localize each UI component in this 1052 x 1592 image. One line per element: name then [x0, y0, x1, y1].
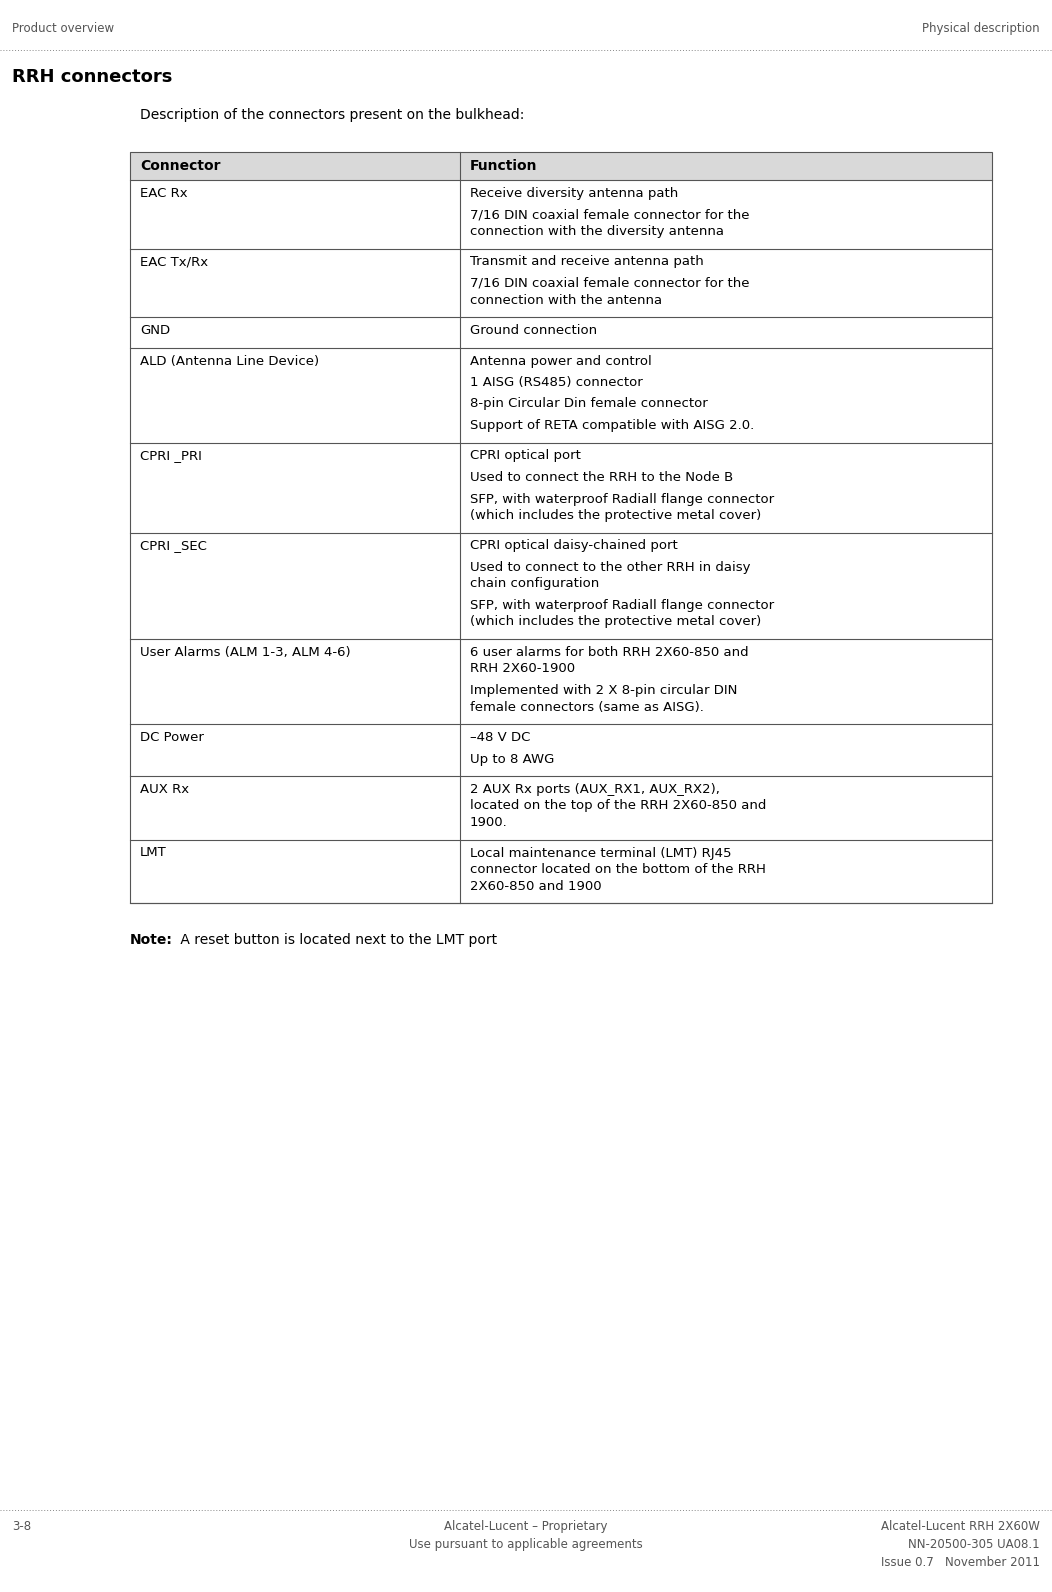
- Text: Antenna power and control: Antenna power and control: [470, 355, 652, 368]
- Text: User Alarms (ALM 1-3, ALM 4-6): User Alarms (ALM 1-3, ALM 4-6): [140, 646, 350, 659]
- Text: Connector: Connector: [140, 159, 221, 174]
- Text: LMT: LMT: [140, 847, 167, 860]
- Text: –48 V DC: –48 V DC: [470, 731, 530, 743]
- Text: 3-8: 3-8: [12, 1520, 32, 1533]
- Text: 8-pin Circular Din female connector: 8-pin Circular Din female connector: [470, 398, 708, 411]
- Text: Used to connect the RRH to the Node B: Used to connect the RRH to the Node B: [470, 471, 733, 484]
- Text: GND: GND: [140, 325, 170, 338]
- Text: Function: Function: [470, 159, 538, 174]
- Text: Physical description: Physical description: [923, 22, 1040, 35]
- Text: RRH connectors: RRH connectors: [12, 68, 173, 86]
- Text: CPRI optical port: CPRI optical port: [470, 449, 581, 463]
- Text: Up to 8 AWG: Up to 8 AWG: [470, 753, 554, 766]
- Text: SFP, with waterproof Radiall flange connector
(which includes the protective met: SFP, with waterproof Radiall flange conn…: [470, 599, 774, 629]
- Text: SFP, with waterproof Radiall flange connector
(which includes the protective met: SFP, with waterproof Radiall flange conn…: [470, 492, 774, 522]
- Text: 7/16 DIN coaxial female connector for the
connection with the diversity antenna: 7/16 DIN coaxial female connector for th…: [470, 209, 749, 237]
- Text: 1 AISG (RS485) connector: 1 AISG (RS485) connector: [470, 376, 643, 388]
- Text: Receive diversity antenna path: Receive diversity antenna path: [470, 186, 679, 201]
- Text: A reset button is located next to the LMT port: A reset button is located next to the LM…: [176, 933, 498, 947]
- Text: Transmit and receive antenna path: Transmit and receive antenna path: [470, 255, 704, 269]
- Text: AUX Rx: AUX Rx: [140, 783, 189, 796]
- Text: CPRI _PRI: CPRI _PRI: [140, 449, 202, 463]
- Text: Implemented with 2 X 8-pin circular DIN
female connectors (same as AISG).: Implemented with 2 X 8-pin circular DIN …: [470, 685, 737, 713]
- Bar: [130, 151, 992, 180]
- Text: Alcatel-Lucent RRH 2X60W
NN-20500-305 UA08.1
Issue 0.7   November 2011: Alcatel-Lucent RRH 2X60W NN-20500-305 UA…: [881, 1520, 1040, 1570]
- Text: EAC Tx/Rx: EAC Tx/Rx: [140, 255, 208, 269]
- Text: CPRI _SEC: CPRI _SEC: [140, 540, 207, 552]
- Text: Note:: Note:: [130, 933, 173, 947]
- Text: Description of the connectors present on the bulkhead:: Description of the connectors present on…: [140, 108, 524, 123]
- Text: Used to connect to the other RRH in daisy
chain configuration: Used to connect to the other RRH in dais…: [470, 560, 750, 591]
- Text: Alcatel-Lucent – Proprietary
Use pursuant to applicable agreements: Alcatel-Lucent – Proprietary Use pursuan…: [409, 1520, 643, 1551]
- Text: 7/16 DIN coaxial female connector for the
connection with the antenna: 7/16 DIN coaxial female connector for th…: [470, 277, 749, 307]
- Text: Support of RETA compatible with AISG 2.0.: Support of RETA compatible with AISG 2.0…: [470, 419, 754, 431]
- Text: EAC Rx: EAC Rx: [140, 186, 187, 201]
- Text: 2 AUX Rx ports (AUX_RX1, AUX_RX2),
located on the top of the RRH 2X60-850 and
19: 2 AUX Rx ports (AUX_RX1, AUX_RX2), locat…: [470, 783, 766, 829]
- Text: Product overview: Product overview: [12, 22, 114, 35]
- Bar: [130, 151, 992, 903]
- Text: Ground connection: Ground connection: [470, 325, 598, 338]
- Text: Local maintenance terminal (LMT) RJ45
connector located on the bottom of the RRH: Local maintenance terminal (LMT) RJ45 co…: [470, 847, 766, 893]
- Text: DC Power: DC Power: [140, 731, 204, 743]
- Text: 6 user alarms for both RRH 2X60-850 and
RRH 2X60-1900: 6 user alarms for both RRH 2X60-850 and …: [470, 646, 749, 675]
- Text: CPRI optical daisy-chained port: CPRI optical daisy-chained port: [470, 540, 677, 552]
- Text: ALD (Antenna Line Device): ALD (Antenna Line Device): [140, 355, 319, 368]
